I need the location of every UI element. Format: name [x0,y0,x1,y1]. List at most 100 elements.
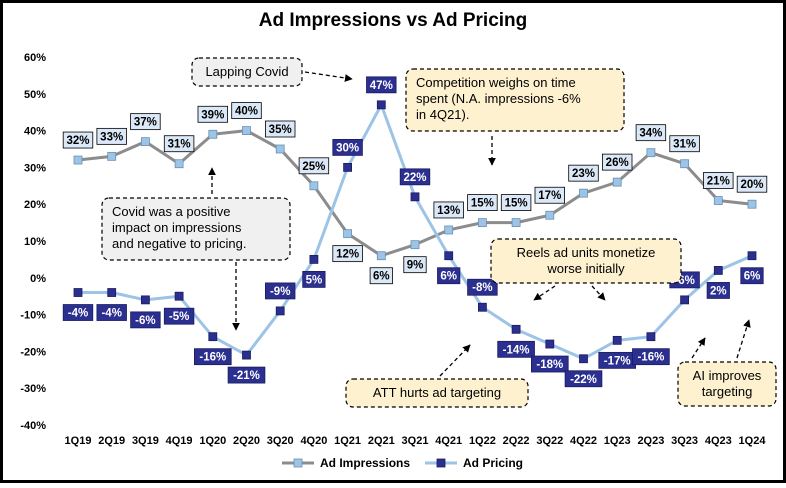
impressions-point [376,251,386,261]
pricing-data-label: 47% [370,80,393,92]
annotation-covid-positive-text: and negative to pricing. [112,236,246,251]
impressions-point [747,199,757,209]
y-tick-label: -40% [20,420,46,432]
impressions-data-label-box [264,120,296,138]
pricing-point [208,332,218,342]
pricing-data-label-box [437,267,461,285]
pricing-data-label: 22% [403,172,426,184]
impressions-data-label: 23% [572,168,595,180]
pricing-point [275,306,285,316]
impressions-data-label-box [467,194,498,212]
annotation-reels-box [490,238,682,284]
impressions-data-label: 13% [437,205,460,217]
legend-ad-pricing-label: Ad Pricing [463,456,523,470]
y-tick-label: -10% [20,310,46,322]
impressions-point [73,155,83,165]
x-tick-label: 3Q21 [402,435,429,447]
pricing-data-label-box [564,370,603,388]
chart-title: Ad Impressions vs Ad Pricing [258,10,528,31]
y-tick-label: 50% [24,89,46,101]
pricing-data-label: -5% [169,311,189,323]
pricing-point [343,162,353,172]
impressions-point [680,159,689,169]
impressions-point [444,225,454,235]
y-tick-label: 30% [24,162,46,174]
annotation-ai-arrow [691,337,706,359]
annotation-ai-text: targeting [702,384,753,399]
impressions-data-label: 34% [639,128,662,140]
pricing-data-label-box [227,366,266,384]
impressions-data-label: 32% [66,135,89,147]
pricing-data-label: 5% [306,274,323,286]
pricing-data-label: -14% [503,344,530,356]
annotation-covid-positive-box [101,197,291,261]
annotation-reels-text: Reels ad units monetize [517,245,656,260]
impressions-point [140,137,150,147]
pricing-data-label: -9% [270,286,290,298]
pricing-data-label-box [632,348,670,366]
pricing-data-label: -22% [570,374,597,386]
impressions-point [107,151,117,161]
pricing-point [140,295,150,305]
pricing-point [444,251,454,261]
x-tick-label: 4Q21 [435,435,462,447]
impressions-data-label: 20% [740,179,763,191]
impressions-data-label: 6% [373,271,390,283]
annotation-reels-arrow [533,285,556,301]
x-tick-label: 1Q20 [199,435,226,447]
annotation-covid-positive-text: impact on impressions [112,220,242,235]
pricing-data-label-box [467,278,498,296]
pricing-data-label-box [96,304,127,321]
impressions-data-label-box [96,127,127,145]
impressions-data-label-box [130,113,161,131]
x-tick-label: 3Q19 [132,435,159,447]
pricing-data-label: -17% [604,355,631,367]
annotation-lapping-covid-box [191,57,303,87]
x-tick-label: 2Q19 [98,435,125,447]
pricing-data-label: -8% [472,282,492,294]
impressions-data-label-box [736,175,768,193]
pricing-data-label-box [163,307,195,325]
pricing-data-label: 2% [710,285,727,297]
impressions-data-label: 12% [336,249,359,261]
pricing-point [410,192,420,202]
pricing-data-label-box [740,267,764,285]
impressions-data-label-box [703,172,734,189]
pricing-point [107,288,117,297]
legend-ad-pricing-marker [436,458,446,468]
pricing-point [747,251,757,261]
y-tick-label: 0% [30,273,46,285]
pricing-point [309,254,319,264]
impressions-point [208,129,218,139]
annotation-reels-text: worse initially [546,261,625,276]
pricing-data-label: 6% [440,271,457,283]
x-tick-label: 3Q20 [267,435,294,447]
impressions-point [174,159,184,169]
impressions-data-label: 15% [471,198,494,210]
y-tick-label: 60% [24,52,46,64]
pricing-data-label-box [193,348,232,366]
pricing-data-label-box [62,304,94,321]
impressions-point [309,181,319,191]
y-tick-label: -20% [20,346,46,358]
annotation-reels-arrow [591,285,606,301]
annotation-lapping-covid-arrow [304,71,353,82]
impressions-data-label: 25% [302,161,325,173]
impressions-data-label-box [332,245,363,263]
x-tick-label: 2Q22 [503,435,530,447]
y-tick-label: 20% [24,199,46,211]
impressions-data-label: 37% [134,117,157,129]
impressions-data-label: 9% [407,260,424,272]
impressions-data-label: 40% [235,106,258,118]
impressions-data-label-box [534,186,566,204]
impressions-data-label-box [669,135,700,153]
impressions-point [477,218,487,228]
impressions-point [410,240,420,250]
impressions-data-label-box [163,135,195,153]
impressions-data-label-box [568,164,599,182]
x-tick-label: 4Q23 [705,435,732,447]
pricing-point [545,339,555,349]
